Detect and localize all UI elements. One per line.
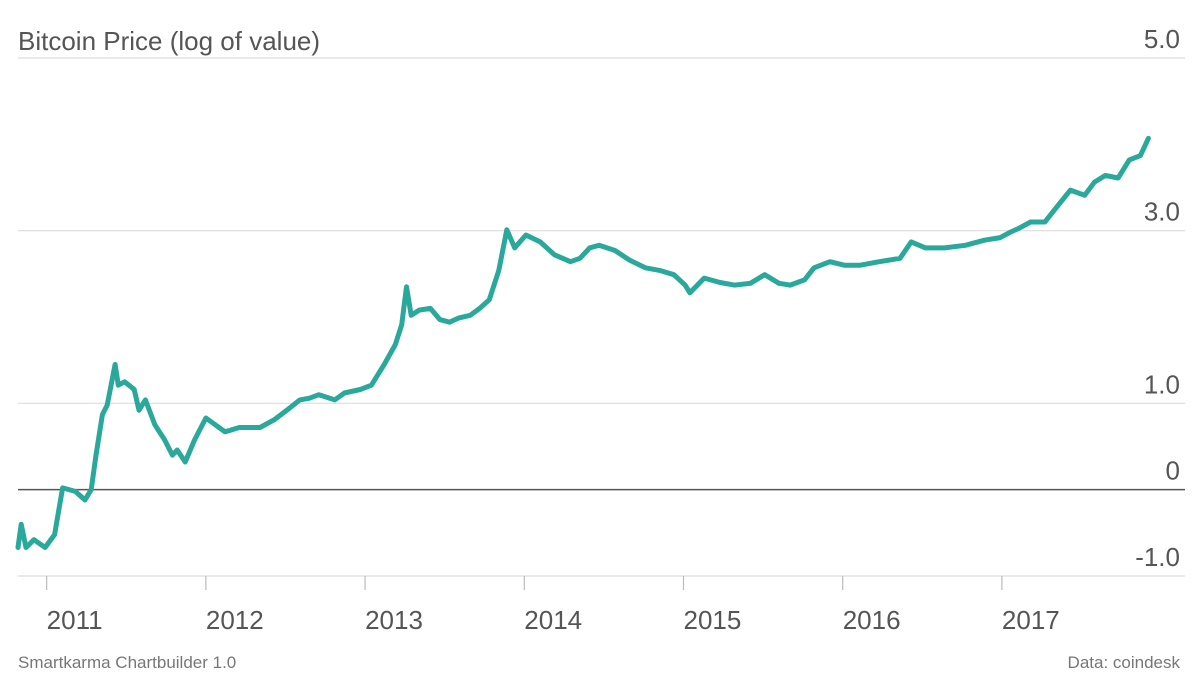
credit: Smartkarma Chartbuilder 1.0 [18, 653, 236, 672]
chart-title: Bitcoin Price (log of value) [18, 26, 320, 56]
x-tick-label: 2016 [843, 605, 901, 635]
x-tick-label: 2014 [524, 605, 582, 635]
source: Data: coindesk [1068, 653, 1181, 672]
y-tick-label: 1.0 [1144, 369, 1180, 399]
y-tick-label: 0 [1166, 456, 1180, 486]
y-tick-label: -1.0 [1135, 542, 1180, 572]
y-tick-label: 3.0 [1144, 197, 1180, 227]
x-tick-label: 2017 [1002, 605, 1060, 635]
y-tick-label: 5.0 [1144, 24, 1180, 54]
x-tick-label: 2015 [683, 605, 741, 635]
price-line [15, 135, 1151, 550]
x-tick-label: 2012 [206, 605, 264, 635]
x-tick-label: 2011 [47, 605, 103, 635]
x-tick-label: 2013 [365, 605, 423, 635]
